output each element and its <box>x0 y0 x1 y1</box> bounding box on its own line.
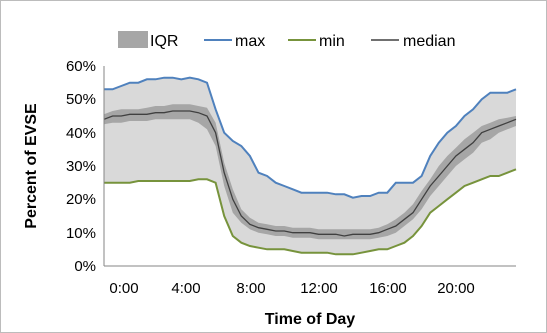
y-tick-label: 10% <box>66 225 96 242</box>
y-tick-label: 60% <box>66 58 96 75</box>
x-tick-label: 12:00 <box>300 280 338 297</box>
legend-label-min: min <box>319 33 345 50</box>
legend: IQR max min median <box>118 31 455 50</box>
y-tick-label: 50% <box>66 91 96 108</box>
iqr-inner-area <box>104 104 516 240</box>
y-tick-label: 30% <box>66 158 96 175</box>
plot-area <box>103 76 517 256</box>
series-min-line <box>104 168 517 256</box>
legend-label-median: median <box>403 33 455 50</box>
legend-label-max: max <box>235 33 265 50</box>
x-tick-label: 4:00 <box>171 280 200 297</box>
y-tick-label: 20% <box>66 191 96 208</box>
y-axis-ticks: 0% 10% 20% 30% 40% 50% 60% <box>66 58 96 275</box>
x-axis-ticks: 0:00 4:00 8:00 12:00 16:00 20:00 <box>109 280 474 297</box>
y-tick-label: 40% <box>66 125 96 142</box>
legend-swatch-iqr <box>118 31 148 48</box>
x-axis-title: Time of Day <box>265 311 356 328</box>
y-axis-title: Percent of EVSE <box>23 103 40 229</box>
y-tick-label: 0% <box>74 258 96 275</box>
legend-label-iqr: IQR <box>150 33 178 50</box>
x-tick-label: 20:00 <box>437 280 475 297</box>
series-median-line <box>103 110 517 237</box>
x-tick-label: 0:00 <box>109 280 138 297</box>
x-tick-label: 8:00 <box>236 280 265 297</box>
x-tick-label: 16:00 <box>369 280 407 297</box>
series-max-line <box>104 76 517 199</box>
